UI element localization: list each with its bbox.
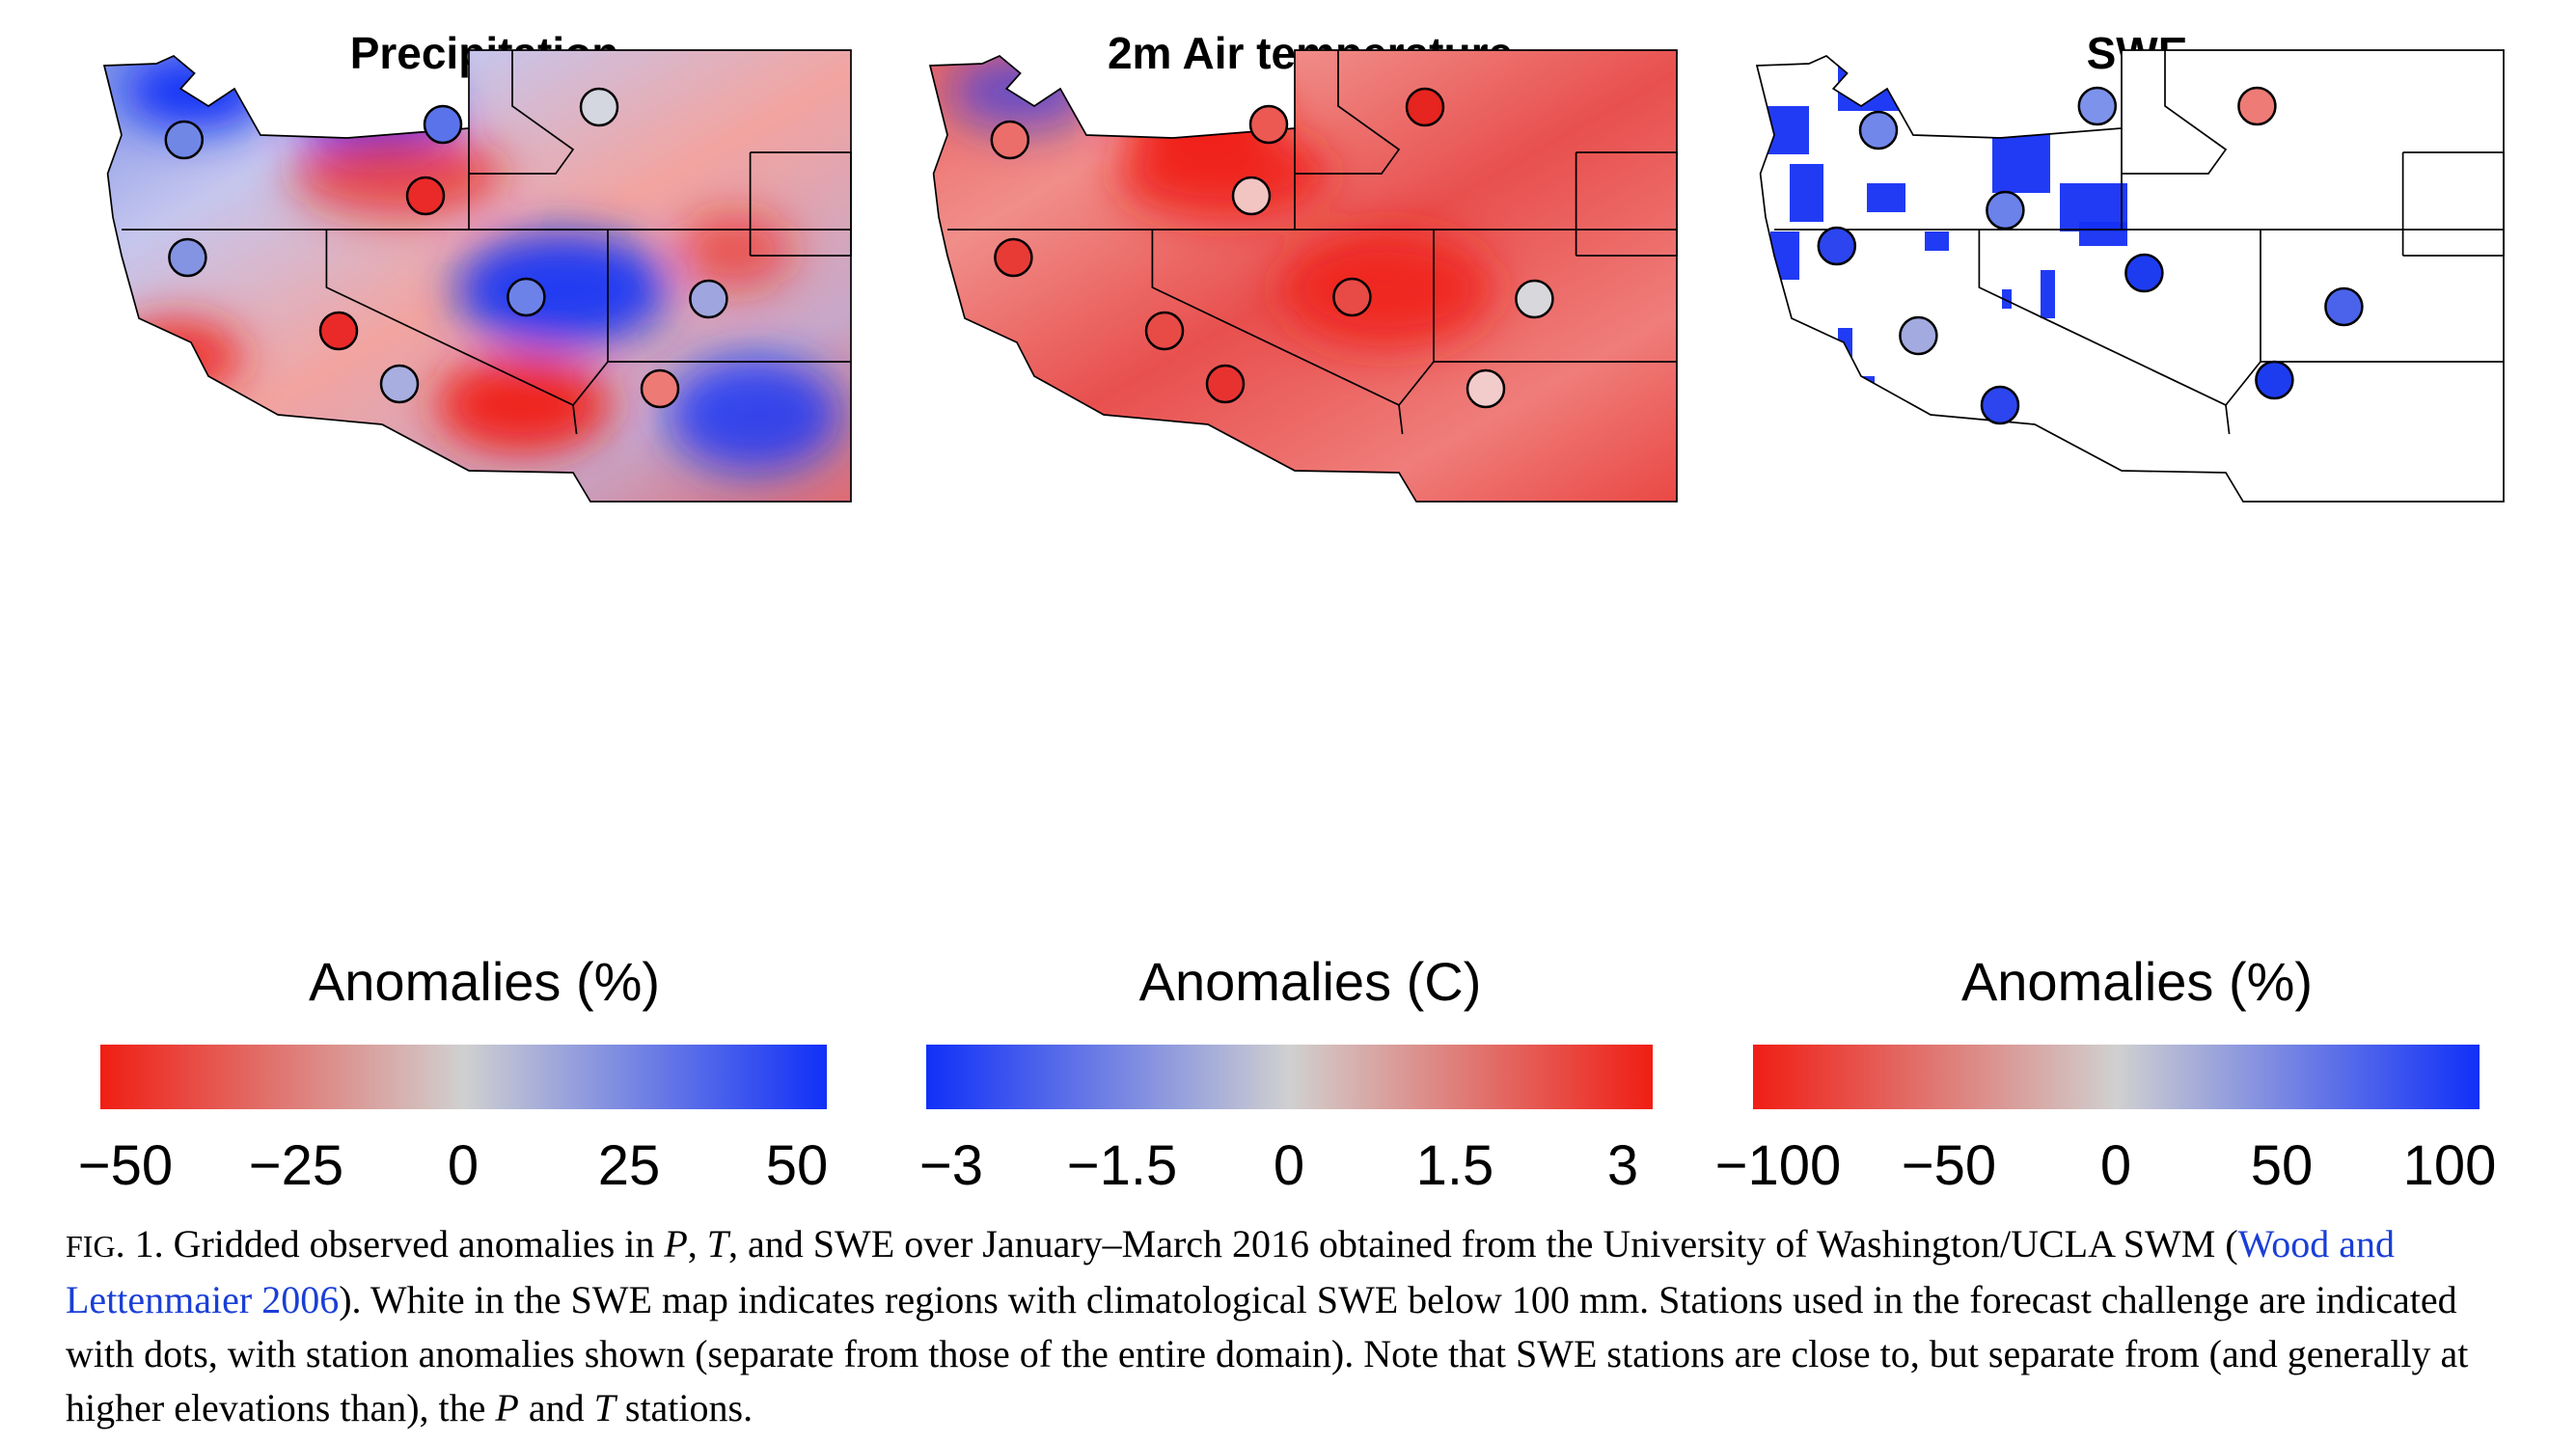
- station-dot: [1466, 368, 1506, 409]
- station-dot: [579, 87, 619, 127]
- snow-patch: [1867, 183, 1905, 212]
- state-border: [1295, 50, 1399, 174]
- figure-caption: Fig. 1. Gridded observed anomalies in P,…: [66, 1222, 2469, 1429]
- snow-patch: [2002, 289, 2012, 309]
- colorbar-tick-label: −25: [248, 1134, 344, 1197]
- station-dot: [2077, 86, 2118, 126]
- snow-patch: [1925, 231, 1949, 251]
- anomaly-region: [1117, 130, 1329, 217]
- temperature-anomaly-map: [886, 0, 1735, 868]
- snow-patch: [1963, 68, 2041, 125]
- station-dot: [1817, 226, 1857, 266]
- colorbar-tick-label: −100: [1714, 1134, 1842, 1197]
- station-dot: [423, 104, 463, 145]
- anomaly-region: [455, 231, 668, 347]
- colorbar: [1753, 1045, 2480, 1109]
- colorbar-tick-label: 100: [2402, 1134, 2497, 1197]
- station-dot: [1858, 110, 1899, 150]
- colorbar-tick-label: 25: [597, 1134, 661, 1197]
- station-dot: [379, 364, 420, 404]
- state-border: [1576, 152, 1677, 256]
- state-border: [2122, 50, 2226, 174]
- caption-fig-label: Fig: [66, 1229, 116, 1264]
- station-dot: [2124, 253, 2164, 293]
- station-dot: [1231, 176, 1272, 216]
- snow-patch: [1757, 106, 1809, 154]
- station-dot: [1205, 364, 1246, 404]
- station-dot: [1515, 279, 1554, 319]
- station-dot: [507, 277, 546, 317]
- station-dot: [168, 237, 207, 278]
- station-dot: [164, 120, 205, 160]
- region-outline: [1757, 50, 2504, 502]
- snow-patch: [1790, 164, 1823, 222]
- colorbar: [100, 1045, 827, 1109]
- state-border: [326, 230, 576, 434]
- station-dot: [1332, 277, 1372, 317]
- station-dot: [405, 176, 446, 216]
- anomaly-region: [291, 130, 504, 217]
- colorbar-tick-label: 0: [2099, 1134, 2132, 1197]
- station-dot: [1980, 385, 2020, 425]
- panel-swe: SWE Anomalies (%) −100 −50 0 50 100: [1713, 0, 2562, 1197]
- colorbar-tick-label: 1.5: [1415, 1134, 1494, 1197]
- state-border: [1152, 230, 1402, 434]
- station-dot: [994, 237, 1033, 278]
- region-outline: [930, 50, 1677, 502]
- anomaly-region: [668, 357, 841, 473]
- panel-air-temperature: 2m Air temperature Anomalies (C) −3 −1.5…: [886, 0, 1735, 1197]
- state-border: [1979, 230, 2229, 434]
- anomaly-region: [436, 357, 610, 453]
- station-dot: [1248, 104, 1289, 145]
- colorbar: [926, 1045, 1653, 1109]
- snow-patch: [2041, 270, 2055, 318]
- colorbar-title: Anomalies (%): [1960, 951, 2314, 1012]
- station-dot: [990, 120, 1030, 160]
- swe-anomaly-map: [1713, 0, 2562, 868]
- map-field: [930, 50, 1677, 502]
- colorbar-tick-label: 0: [447, 1134, 480, 1197]
- colorbar-tick-label: 50: [2250, 1134, 2314, 1197]
- colorbar-title: Anomalies (%): [308, 951, 661, 1012]
- station-dot: [2324, 286, 2364, 327]
- station-dot: [318, 311, 359, 351]
- state-border: [573, 362, 608, 405]
- station-dot: [2237, 86, 2277, 126]
- snow-patch: [1838, 58, 1925, 111]
- citation-link[interactable]: Wood and Lettenmaier 2006: [66, 1222, 2395, 1321]
- colorbar-tick-label: 3: [1606, 1134, 1639, 1197]
- state-border: [2403, 152, 2504, 256]
- precipitation-anomaly-map: [60, 0, 909, 868]
- state-border: [1399, 362, 1434, 405]
- region-outline: [104, 50, 851, 502]
- station-dot: [1405, 87, 1445, 127]
- station-dot: [2255, 360, 2294, 400]
- map-field: [104, 50, 851, 502]
- colorbar-tick-label: 0: [1273, 1134, 1305, 1197]
- colorbar-tick-label: −3: [918, 1134, 984, 1197]
- panel-precipitation: Precipitation Anomalies (%) −50 −25 0 25…: [60, 0, 909, 1197]
- snow-patch: [2079, 222, 2127, 246]
- station-dot: [1144, 311, 1185, 351]
- colorbar-tick-label: −50: [77, 1134, 174, 1197]
- station-dot: [1899, 315, 1938, 356]
- station-dot: [640, 368, 680, 409]
- colorbar-title: Anomalies (C): [1138, 951, 1482, 1012]
- state-border: [2226, 362, 2261, 405]
- colorbar-tick-label: −50: [1901, 1134, 1997, 1197]
- anomaly-region: [677, 212, 793, 289]
- snow-patch: [1838, 328, 1852, 386]
- colorbar-tick-label: 50: [765, 1134, 829, 1197]
- state-border: [469, 50, 573, 174]
- colorbar-tick-label: −1.5: [1066, 1134, 1178, 1197]
- state-border: [751, 152, 851, 256]
- anomaly-region: [1281, 231, 1494, 347]
- station-dot: [689, 279, 728, 319]
- station-dot: [1986, 190, 2025, 231]
